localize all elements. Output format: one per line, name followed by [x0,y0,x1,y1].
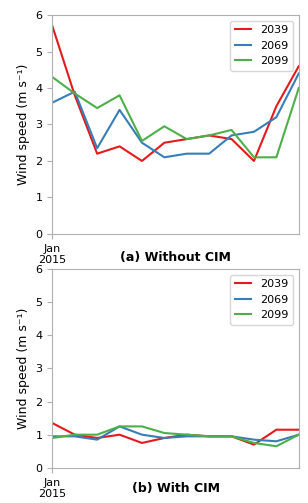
Text: (b) With CIM: (b) With CIM [132,482,220,495]
Legend: 2039, 2069, 2099: 2039, 2069, 2099 [230,275,293,324]
Text: (a) Without CIM: (a) Without CIM [120,251,231,264]
Y-axis label: Wind speed (m s⁻¹): Wind speed (m s⁻¹) [17,64,30,185]
Legend: 2039, 2069, 2099: 2039, 2069, 2099 [230,21,293,70]
Y-axis label: Wind speed (m s⁻¹): Wind speed (m s⁻¹) [17,308,30,429]
X-axis label: Months: Months [153,271,198,284]
